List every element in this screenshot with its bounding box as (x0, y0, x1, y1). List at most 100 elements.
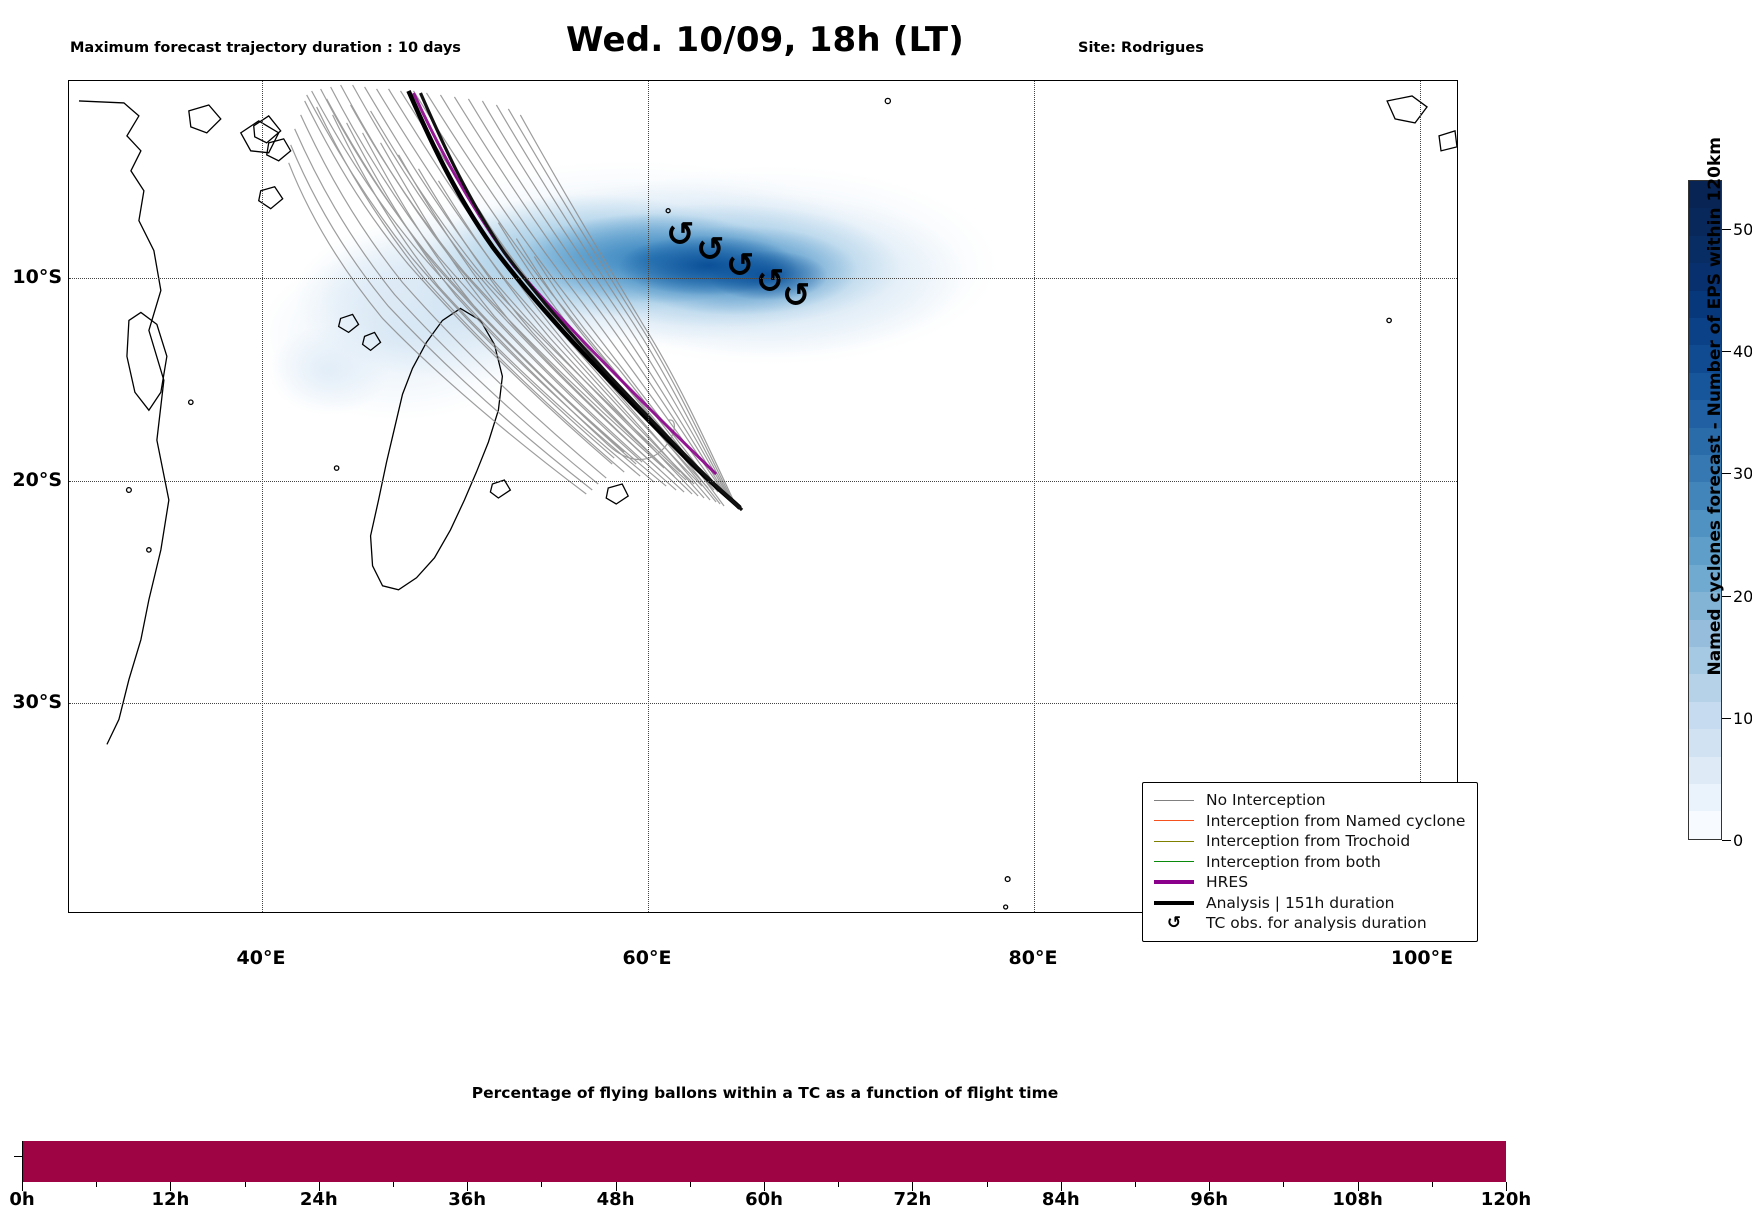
line-swatch-icon (1154, 840, 1194, 842)
colorbar-segment (1689, 181, 1721, 209)
colorbar-segment (1689, 783, 1721, 812)
colorbar (1688, 180, 1722, 840)
colorbar-tick-label: 20 (1733, 586, 1752, 606)
svg-text:↺: ↺ (782, 276, 810, 315)
colorbar-segment (1689, 208, 1721, 236)
flight-bar-minor-tick (541, 1182, 543, 1187)
line-swatch-icon (1154, 880, 1194, 885)
colorbar-tick-label: 0 (1733, 831, 1744, 850)
flight-bar-title: Percentage of flying ballons within a TC… (471, 1084, 1059, 1102)
flight-bar-tick-label: 84h (1041, 1189, 1080, 1210)
colorbar-segment (1689, 427, 1721, 456)
colorbar-tick-label: 50 (1733, 219, 1752, 239)
flight-bar-tick-label: 60h (745, 1189, 783, 1210)
colorbar-tick (1722, 228, 1731, 230)
colorbar-segment (1689, 235, 1721, 264)
legend-item-label: Interception from Named cyclone (1206, 811, 1466, 830)
gridline-lon-60 (648, 81, 649, 912)
flight-bar-minor-tick (689, 1182, 691, 1187)
legend-item-analysis[interactable]: Analysis | 151h duration (1152, 893, 1465, 914)
gridline-lat-10 (69, 278, 1457, 279)
flight-bar-tick (1209, 1182, 1211, 1191)
gridline-lon-40 (262, 81, 263, 912)
flight-bar-tick-label: 24h (299, 1189, 338, 1210)
legend-item-label: Analysis | 151h duration (1206, 893, 1395, 912)
legend-line-swatch (1152, 880, 1196, 885)
eps-density-field (258, 160, 998, 421)
legend-item-label: Interception from Trochoid (1206, 832, 1411, 851)
colorbar-segment (1689, 482, 1721, 510)
colorbar-tick-label: 10 (1733, 708, 1752, 728)
colorbar-segment (1689, 318, 1721, 346)
forecast-map[interactable]: ↺ ↺ ↺ ↺ ↺ (68, 80, 1458, 913)
line-swatch-icon (1154, 861, 1194, 863)
legend-line-swatch (1152, 861, 1196, 863)
colorbar-segment (1689, 564, 1721, 593)
flight-bar-minor-tick (1283, 1182, 1285, 1187)
legend-item-no-interception[interactable]: No Interception (1152, 790, 1465, 811)
lon-tick-40E: 40°E (236, 947, 286, 969)
colorbar-segment (1689, 290, 1721, 319)
flight-bar-fill (23, 1141, 1506, 1182)
flight-bar-minor-tick (838, 1182, 840, 1187)
flight-bar-tick-label: 120h (1480, 1189, 1532, 1210)
lon-tick-80E: 80°E (1008, 947, 1058, 969)
flight-bar-minor-tick (96, 1182, 98, 1187)
colorbar-segment (1689, 372, 1721, 401)
gridline-lon-80 (1034, 81, 1035, 912)
flight-bar-tick-label: 36h (448, 1189, 487, 1210)
colorbar-segment (1689, 263, 1721, 291)
colorbar-tick-label: 40 (1733, 342, 1752, 362)
colorbar-tick (1722, 595, 1731, 597)
svg-text:↺: ↺ (756, 263, 784, 302)
legend-item-label: TC obs. for analysis duration (1206, 914, 1427, 933)
colorbar-tick (1722, 717, 1731, 719)
svg-text:↺: ↺ (726, 247, 754, 286)
colorbar-segment (1689, 400, 1721, 428)
colorbar-segment (1689, 537, 1721, 565)
flight-bar-tick-label: 12h (151, 1189, 190, 1210)
colorbar-tick (1722, 351, 1731, 353)
lat-tick-20S: 20°S (12, 469, 62, 491)
colorbar-segment (1689, 509, 1721, 538)
flight-bar-tick-label: 72h (893, 1189, 932, 1210)
line-swatch-icon (1154, 799, 1194, 801)
legend-item-interception-trochoid[interactable]: Interception from Trochoid (1152, 831, 1465, 852)
flight-bar-tick (467, 1182, 469, 1191)
legend-item-interception-both[interactable]: Interception from both (1152, 852, 1465, 873)
gridline-lon-100 (1420, 81, 1421, 912)
legend-item-tc-observation[interactable]: ↺ TC obs. for analysis duration (1152, 913, 1465, 934)
flight-bar-tick (22, 1182, 23, 1191)
legend-line-swatch (1152, 820, 1196, 822)
lon-tick-100E: 100°E (1390, 947, 1454, 969)
flight-bar-y-tick (14, 1156, 23, 1157)
svg-text:↺: ↺ (696, 231, 724, 270)
tc-observation-markers: ↺ ↺ ↺ ↺ ↺ (666, 216, 810, 316)
flight-bar-tick (912, 1182, 914, 1191)
flight-bar-tick-label: 96h (1190, 1189, 1229, 1210)
svg-text:↺: ↺ (666, 216, 694, 255)
info-site: Site: Rodrigues (1078, 40, 1204, 56)
legend-line-swatch (1152, 840, 1196, 842)
tc-obs-marker-icon: ↺ (1152, 912, 1196, 933)
flight-bar-minor-tick (393, 1182, 394, 1187)
colorbar-segment (1689, 729, 1721, 757)
flight-bar-tick (170, 1182, 172, 1191)
legend-item-interception-named-cyclone[interactable]: Interception from Named cyclone (1152, 811, 1465, 832)
flight-bar-tick (615, 1182, 617, 1191)
legend-item-label: Interception from both (1206, 852, 1381, 871)
colorbar-segment (1689, 646, 1721, 675)
colorbar-segment (1689, 756, 1721, 784)
colorbar-tick-label: 30 (1733, 464, 1752, 484)
legend-line-swatch (1152, 900, 1196, 905)
flight-bar-tick (1357, 1182, 1359, 1191)
cyclone-glyph-icon: ↺ (1166, 912, 1182, 933)
legend-item-hres[interactable]: HRES (1152, 872, 1465, 893)
colorbar-segment (1689, 674, 1721, 702)
flight-bar-tick (764, 1182, 765, 1191)
flight-bar-tick-label: 108h (1332, 1189, 1383, 1210)
map-canvas: ↺ ↺ ↺ ↺ ↺ (78, 84, 1457, 910)
map-legend: No Interception Interception from Named c… (1142, 782, 1479, 942)
lat-tick-30S: 30°S (12, 691, 62, 713)
flight-bar-minor-tick (1135, 1182, 1136, 1187)
